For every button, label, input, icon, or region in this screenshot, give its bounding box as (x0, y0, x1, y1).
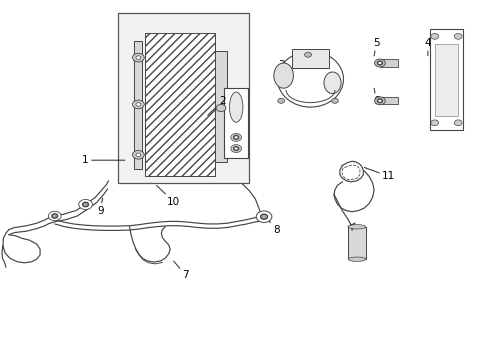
Circle shape (136, 153, 141, 157)
Text: 11: 11 (364, 167, 395, 181)
Circle shape (260, 214, 267, 219)
Circle shape (377, 61, 382, 65)
Ellipse shape (347, 225, 365, 229)
Bar (215, 51, 227, 162)
Ellipse shape (229, 92, 243, 122)
Text: 8: 8 (266, 218, 279, 235)
Circle shape (230, 133, 241, 141)
Ellipse shape (347, 257, 365, 261)
Bar (434, 44, 457, 116)
Bar (429, 29, 462, 130)
Bar (118, 13, 249, 183)
Text: 1: 1 (82, 155, 124, 165)
Circle shape (453, 33, 461, 39)
Circle shape (256, 211, 271, 222)
Bar (347, 227, 365, 259)
Ellipse shape (323, 72, 341, 94)
Circle shape (230, 145, 241, 153)
Circle shape (377, 99, 382, 103)
Ellipse shape (273, 63, 293, 88)
Bar (291, 49, 328, 68)
Circle shape (374, 97, 385, 105)
Bar (134, 41, 142, 169)
Circle shape (233, 135, 238, 139)
Ellipse shape (277, 51, 343, 107)
Text: 4: 4 (424, 38, 430, 56)
Text: 3: 3 (277, 60, 285, 83)
Bar (224, 88, 248, 158)
Circle shape (82, 202, 88, 207)
Circle shape (277, 98, 284, 103)
Text: 5: 5 (372, 38, 379, 56)
Bar (379, 59, 397, 67)
Text: 9: 9 (97, 198, 103, 216)
Bar (145, 33, 215, 176)
Circle shape (132, 150, 144, 159)
Circle shape (52, 214, 58, 218)
Text: 7: 7 (173, 261, 189, 280)
Text: 10: 10 (156, 185, 180, 207)
Circle shape (136, 103, 141, 106)
Circle shape (430, 120, 438, 126)
Circle shape (216, 104, 225, 112)
Circle shape (304, 52, 311, 57)
Circle shape (136, 56, 141, 59)
Text: 2: 2 (207, 96, 225, 115)
Circle shape (132, 53, 144, 62)
Text: 6: 6 (372, 88, 379, 106)
Circle shape (48, 211, 61, 221)
Circle shape (430, 33, 438, 39)
Circle shape (374, 59, 385, 67)
Circle shape (132, 100, 144, 109)
Circle shape (453, 120, 461, 126)
Circle shape (233, 147, 238, 150)
Circle shape (79, 199, 92, 210)
Bar (379, 97, 397, 104)
Circle shape (331, 98, 338, 103)
